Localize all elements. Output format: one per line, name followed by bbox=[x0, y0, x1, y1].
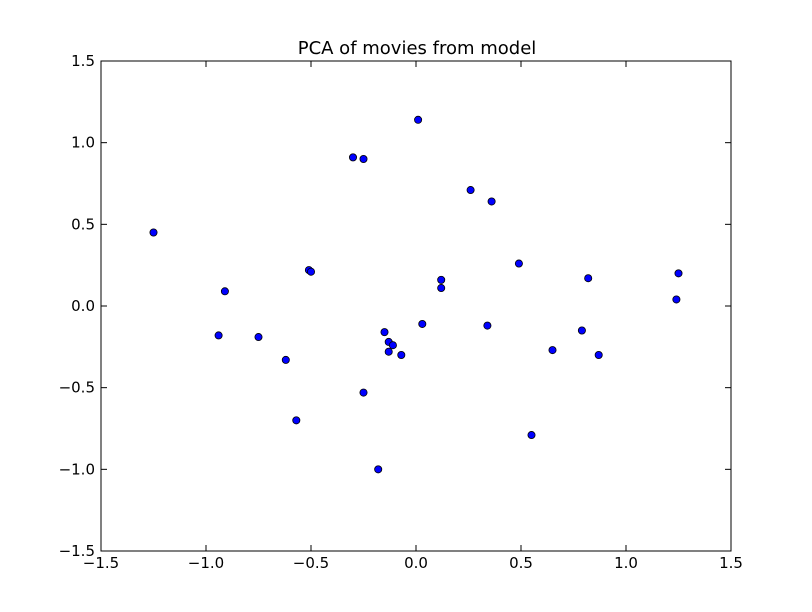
y-tick-label: −1.5 bbox=[59, 542, 95, 560]
data-point bbox=[437, 275, 446, 284]
data-point bbox=[292, 416, 301, 425]
data-point bbox=[584, 274, 593, 283]
x-tick-label: 0.0 bbox=[404, 554, 428, 572]
data-point bbox=[281, 355, 290, 364]
x-tick-label: −1.0 bbox=[188, 554, 224, 572]
y-tick-label: −0.5 bbox=[59, 379, 95, 397]
x-tick-label: 0.5 bbox=[509, 554, 533, 572]
data-point bbox=[348, 153, 357, 162]
x-tick-label: 1.5 bbox=[719, 554, 743, 572]
data-point bbox=[220, 287, 229, 296]
data-point bbox=[483, 321, 492, 330]
chart-title: PCA of movies from model bbox=[298, 38, 537, 59]
x-tick-label: −0.5 bbox=[293, 554, 329, 572]
y-tick-label: 1.0 bbox=[71, 134, 95, 152]
data-point bbox=[672, 295, 681, 304]
data-point bbox=[214, 331, 223, 340]
data-point bbox=[548, 346, 557, 355]
y-tick-label: 0.0 bbox=[71, 297, 95, 315]
x-tick-label: 1.0 bbox=[614, 554, 638, 572]
data-point bbox=[527, 431, 536, 440]
data-point bbox=[384, 347, 393, 356]
data-point bbox=[577, 326, 586, 335]
data-point bbox=[359, 154, 368, 163]
data-point bbox=[149, 228, 158, 237]
data-point bbox=[380, 328, 389, 337]
y-tick-label: −1.0 bbox=[59, 460, 95, 478]
data-point bbox=[514, 259, 523, 268]
data-point bbox=[418, 319, 427, 328]
data-point bbox=[594, 350, 603, 359]
y-tick-label: 1.5 bbox=[71, 52, 95, 70]
data-point bbox=[374, 465, 383, 474]
y-tick-label: 0.5 bbox=[71, 215, 95, 233]
data-point bbox=[487, 197, 496, 206]
data-point bbox=[414, 115, 423, 124]
data-point bbox=[359, 388, 368, 397]
axes-frame bbox=[100, 60, 732, 552]
data-point bbox=[388, 341, 397, 350]
plot-area: −1.5 −1.0 −0.5 0.0 0.5 1.0 1.5 −1.5 −1.0 −0.5 0.0 0… bbox=[59, 52, 743, 572]
data-point bbox=[437, 284, 446, 293]
x-tick-label: −1.5 bbox=[83, 554, 119, 572]
data-point bbox=[254, 333, 263, 342]
data-point bbox=[306, 267, 315, 276]
data-point bbox=[466, 186, 475, 195]
data-point bbox=[674, 269, 683, 278]
data-point bbox=[397, 350, 406, 359]
